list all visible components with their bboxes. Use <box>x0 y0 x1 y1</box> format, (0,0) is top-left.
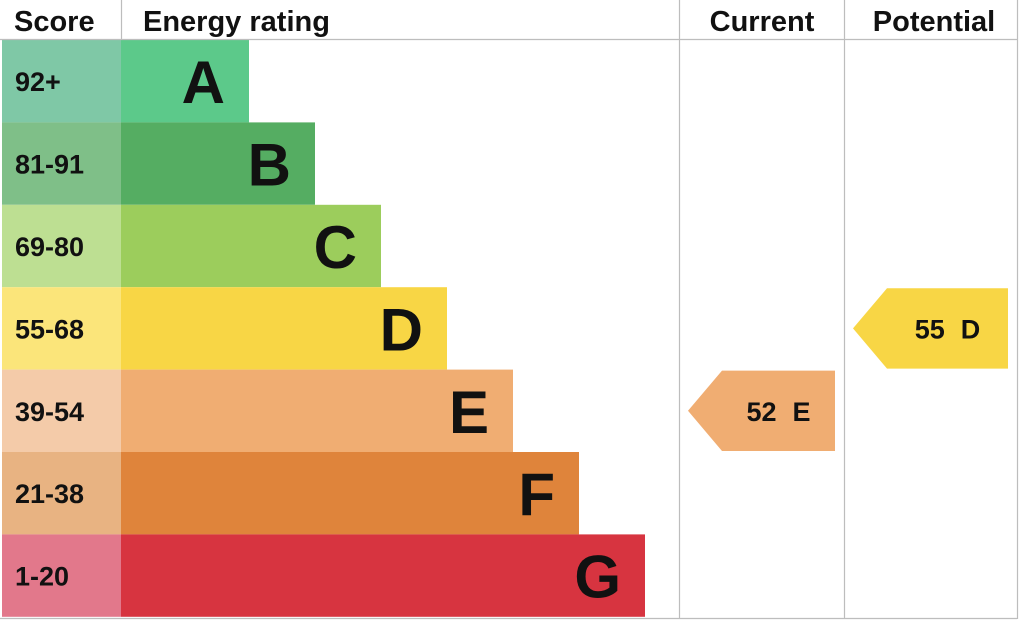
header-potential: Potential <box>873 6 995 38</box>
score-cell <box>2 534 121 617</box>
band-row-c: 69-80 C <box>2 204 381 288</box>
header-energy-rating: Energy rating <box>143 6 330 38</box>
score-range-label: 69-80 <box>15 232 84 262</box>
potential-rating-arrow-score: 55 <box>915 314 945 344</box>
band-bar-c <box>121 204 381 288</box>
score-range-label: 81-91 <box>15 150 84 180</box>
current-rating-arrow-label: 52 E <box>746 397 810 427</box>
band-bar-d <box>121 287 447 370</box>
score-range-label: 92+ <box>15 67 61 97</box>
band-row-b: 81-91 B <box>2 122 315 205</box>
score-range-label: 39-54 <box>15 397 84 427</box>
potential-rating-arrow-band: D <box>961 314 981 344</box>
band-row-a: 92+ A <box>2 40 249 123</box>
band-letter: D <box>380 296 423 363</box>
band-letter: B <box>248 132 291 199</box>
band-row-d: 55-68 D <box>2 287 447 370</box>
potential-rating-arrow-shape <box>853 288 1008 369</box>
score-range-label: 21-38 <box>15 479 84 509</box>
current-rating-arrow: 52 E <box>688 370 835 451</box>
band-letter: E <box>449 379 489 446</box>
score-cell <box>2 204 121 288</box>
header-score: Score <box>14 6 95 38</box>
potential-rating-arrow: 55 D <box>853 288 1008 369</box>
current-rating-arrow-score: 52 <box>746 397 776 427</box>
band-bar-e <box>121 369 513 452</box>
band-bar-a <box>121 40 249 123</box>
band-bar-b <box>121 122 315 205</box>
score-range-label: 1-20 <box>15 562 69 592</box>
score-range-label: 55-68 <box>15 314 84 344</box>
current-rating-arrow-band: E <box>793 397 811 427</box>
score-cell <box>2 40 121 123</box>
band-row-g: 1-20 G <box>2 534 645 617</box>
score-cell <box>2 122 121 205</box>
potential-rating-arrow-label: 55 D <box>915 314 981 344</box>
header-current: Current <box>710 6 815 38</box>
band-row-e: 39-54 E <box>2 369 513 452</box>
band-letter: C <box>314 214 357 281</box>
band-bar-g <box>121 534 645 617</box>
score-cell <box>2 287 121 370</box>
band-letter: F <box>518 461 555 528</box>
score-cell <box>2 369 121 452</box>
band-letter: G <box>574 544 621 611</box>
score-cell <box>2 452 121 535</box>
current-rating-arrow-shape <box>688 370 835 451</box>
band-letter: A <box>182 49 225 116</box>
band-bar-f <box>121 452 579 535</box>
band-row-f: 21-38 F <box>2 452 579 535</box>
